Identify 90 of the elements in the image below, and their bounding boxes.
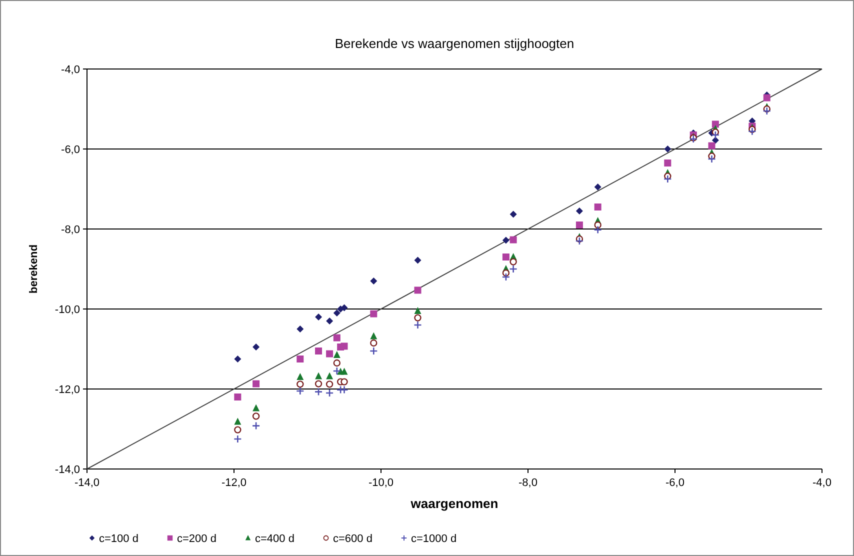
- point: [510, 236, 517, 244]
- y-tick-label: -6,0: [61, 144, 80, 156]
- point: [296, 326, 304, 332]
- point: [326, 318, 334, 324]
- point: [333, 334, 340, 342]
- point: [326, 380, 334, 388]
- point: [708, 154, 716, 164]
- point: [333, 351, 340, 358]
- y-axis-title: berekend: [28, 244, 40, 294]
- point: [576, 222, 583, 228]
- x-tick-label: -6,0: [666, 477, 684, 489]
- point: [664, 160, 672, 166]
- point: [414, 320, 422, 330]
- point: [502, 269, 510, 277]
- y-tick-label: -8,0: [61, 224, 80, 236]
- point: [296, 373, 304, 380]
- point: [340, 368, 348, 375]
- point: [340, 342, 348, 350]
- x-tick-label: -14,0: [74, 477, 100, 489]
- point: [370, 310, 378, 318]
- point: [333, 310, 340, 316]
- point: [234, 434, 242, 444]
- x-tick-label: -4,0: [812, 477, 832, 489]
- point: [326, 350, 334, 358]
- point: [234, 394, 242, 400]
- x-tick-label: -8,0: [518, 477, 538, 489]
- point: [296, 380, 304, 388]
- chart-title: Berekende vs waargenomen stijghoogten: [334, 36, 574, 51]
- legend-label: c=200 d: [177, 532, 216, 545]
- point: [315, 348, 322, 354]
- point: [340, 304, 348, 312]
- point: [509, 264, 518, 274]
- point: [502, 254, 510, 260]
- y-tick-label: -10,0: [54, 304, 80, 316]
- point: [252, 380, 260, 388]
- point: [664, 174, 672, 184]
- point: [315, 372, 322, 380]
- point: [414, 307, 422, 314]
- point: [594, 226, 602, 234]
- point: [333, 359, 340, 367]
- point: [340, 386, 348, 394]
- point: [314, 388, 323, 396]
- point: [575, 236, 584, 246]
- point: [510, 210, 517, 218]
- legend-label: c=100 d: [99, 532, 138, 545]
- point: [711, 130, 720, 140]
- legend-label: c=400 d: [255, 532, 294, 545]
- x-tick-label: -12,0: [221, 477, 247, 489]
- legend-label: c=600 d: [333, 532, 372, 545]
- point: [314, 380, 322, 388]
- point: [370, 278, 378, 284]
- point: [576, 208, 583, 214]
- point: [234, 356, 242, 362]
- point: [325, 388, 334, 398]
- point: [296, 386, 304, 396]
- y-tick-label: -14,0: [54, 464, 80, 476]
- point: [594, 221, 602, 229]
- point: [252, 412, 260, 420]
- point: [748, 127, 756, 136]
- point: [594, 204, 602, 210]
- point: [502, 272, 510, 282]
- point: [370, 346, 378, 356]
- point: [510, 258, 517, 266]
- x-axis-title: waargenomen: [410, 496, 498, 511]
- point: [296, 356, 304, 362]
- point: [414, 286, 422, 294]
- point: [326, 372, 334, 380]
- point: [594, 184, 602, 190]
- point: [708, 142, 716, 150]
- point: [414, 256, 422, 264]
- point: [234, 418, 242, 425]
- point: [315, 314, 322, 320]
- point: [414, 314, 422, 322]
- point: [252, 422, 260, 430]
- point: [234, 426, 242, 434]
- point: [370, 339, 378, 347]
- point: [712, 120, 719, 128]
- point: [252, 344, 260, 350]
- point: [370, 332, 378, 340]
- legend-label: c=1000 d: [411, 532, 457, 545]
- point: [340, 378, 348, 386]
- point: [502, 236, 510, 244]
- x-tick-label: -10,0: [368, 477, 394, 489]
- point: [332, 366, 342, 376]
- point: [763, 94, 770, 102]
- y-tick-label: -12,0: [54, 384, 80, 396]
- point: [252, 404, 260, 412]
- y-tick-label: -4,0: [61, 64, 80, 76]
- point: [664, 146, 672, 152]
- point: [762, 106, 772, 116]
